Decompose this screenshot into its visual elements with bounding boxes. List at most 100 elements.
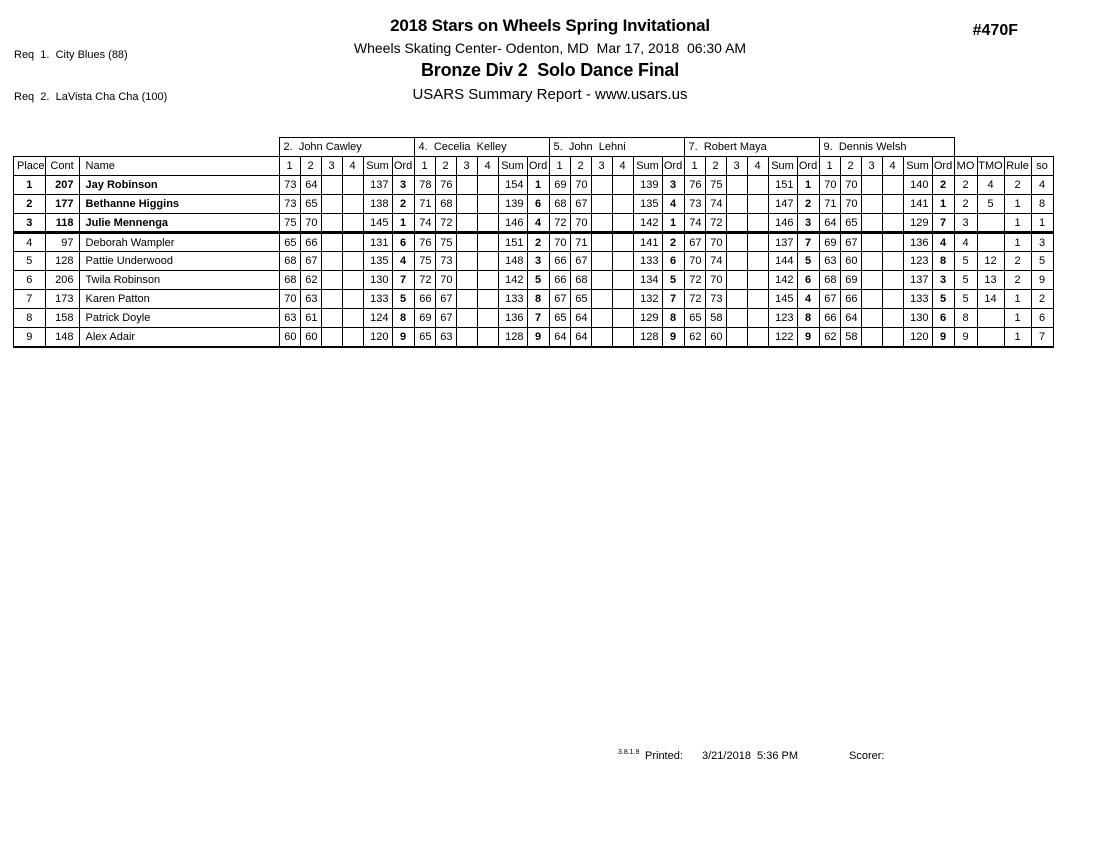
judge3-score-cell xyxy=(611,251,634,271)
judge3-score-cell: 72 xyxy=(548,213,571,234)
judge3-score-cell xyxy=(590,194,613,214)
result-row-place-5: 5 128 Pattie Underwood 68 67 135 4 75 73 148 3 66 67… xyxy=(13,251,1054,271)
judge2-score-cell: 74 xyxy=(413,213,436,234)
col-header-tmo: TMO xyxy=(976,156,1005,176)
judge5-score-cell: 67 xyxy=(839,232,862,252)
judge3-score-cell: 64 xyxy=(569,308,592,328)
col-header-judge3-ord: Ord xyxy=(661,156,685,176)
tmo-cell xyxy=(976,308,1005,328)
judge2-score-cell xyxy=(476,213,499,234)
col-header-judge5-ord: Ord xyxy=(931,156,955,176)
judge2-score-cell xyxy=(455,175,478,195)
judge2-score-cell: 78 xyxy=(413,175,436,195)
judge1-sum-cell: 138 xyxy=(362,194,393,214)
place-cell: 3 xyxy=(13,213,46,234)
judge2-sum-cell: 151 xyxy=(497,232,528,252)
judge1-score-cell xyxy=(341,270,364,290)
col-header-rule: Rule xyxy=(1003,156,1032,176)
tmo-cell: 14 xyxy=(976,289,1005,309)
so-cell: 6 xyxy=(1030,308,1054,328)
judge1-score-cell: 70 xyxy=(299,213,322,234)
judge5-score-cell: 64 xyxy=(818,213,841,234)
judge2-score-cell xyxy=(455,308,478,328)
judge1-ord-cell: 3 xyxy=(391,175,415,195)
judge3-score-cell xyxy=(590,327,613,348)
judge2-score-cell: 76 xyxy=(434,175,457,195)
judge5-ord-cell: 1 xyxy=(931,194,955,214)
judge5-ord-cell: 5 xyxy=(931,289,955,309)
col-header-cont: Cont xyxy=(44,156,80,176)
judge2-score-cell: 65 xyxy=(413,327,436,348)
judges-row: 2. John Cawley 4. Cecelia Kelley 5. John L… xyxy=(14,137,1054,157)
judge1-ord-cell: 7 xyxy=(391,270,415,290)
col-header-judge3-3: 3 xyxy=(590,156,613,176)
mo-cell: 2 xyxy=(953,194,978,214)
col-header-judge3-4: 4 xyxy=(611,156,634,176)
judge2-score-cell xyxy=(455,232,478,252)
judge2-score-cell xyxy=(476,327,499,348)
judge2-sum-cell: 148 xyxy=(497,251,528,271)
judge3-sum-cell: 128 xyxy=(632,327,663,348)
judge5-score-cell xyxy=(881,251,904,271)
so-cell: 5 xyxy=(1030,251,1054,271)
judge2-ord-cell: 8 xyxy=(526,289,550,309)
rule-cell: 2 xyxy=(1003,251,1032,271)
judge1-sum-cell: 130 xyxy=(362,270,393,290)
judge5-score-cell xyxy=(860,175,883,195)
result-row-place-7: 7 173 Karen Patton 70 63 133 5 66 67 133 8 67 65 132 7… xyxy=(13,289,1054,309)
contestant-number-cell: 118 xyxy=(44,213,80,234)
judge3-score-cell xyxy=(611,270,634,290)
report-header: 2018 Stars on Wheels Spring Invitational… xyxy=(0,16,1100,103)
col-header-judge5-1: 1 xyxy=(818,156,841,176)
judge1-sum-cell: 120 xyxy=(362,327,393,348)
judge2-score-cell: 75 xyxy=(434,232,457,252)
judge4-score-cell: 60 xyxy=(704,327,727,348)
judge3-score-cell: 70 xyxy=(569,213,592,234)
place-cell: 7 xyxy=(13,289,46,309)
judge5-score-cell xyxy=(881,270,904,290)
judge4-score-cell xyxy=(725,270,748,290)
judge3-score-cell: 64 xyxy=(569,327,592,348)
col-header-judge2-3: 3 xyxy=(455,156,478,176)
judge1-score-cell xyxy=(341,175,364,195)
req-line-1: Req 1. City Blues (88) xyxy=(14,49,128,61)
col-header-judge3-sum: Sum xyxy=(632,156,663,176)
tmo-cell: 12 xyxy=(976,251,1005,271)
judge5-sum-cell: 140 xyxy=(902,175,933,195)
rule-cell: 2 xyxy=(1003,175,1032,195)
judge4-sum-cell: 151 xyxy=(767,175,798,195)
tmo-cell xyxy=(976,232,1005,252)
judge5-score-cell: 71 xyxy=(818,194,841,214)
judges-row-left-spacer xyxy=(14,138,280,157)
skater-name-cell: Alex Adair xyxy=(78,327,280,348)
so-cell: 2 xyxy=(1030,289,1054,309)
judge2-score-cell: 70 xyxy=(434,270,457,290)
skater-name-cell: Patrick Doyle xyxy=(78,308,280,328)
judge1-sum-cell: 124 xyxy=(362,308,393,328)
judge4-score-cell xyxy=(746,194,769,214)
skater-name-cell: Pattie Underwood xyxy=(78,251,280,271)
skater-name-cell: Karen Patton xyxy=(78,289,280,309)
venue-date-line: Wheels Skating Center- Odenton, MD Mar 1… xyxy=(353,40,747,56)
judge4-ord-cell: 3 xyxy=(796,213,820,234)
judge2-score-cell xyxy=(455,213,478,234)
judge5-sum-cell: 123 xyxy=(902,251,933,271)
judge2-score-cell xyxy=(455,270,478,290)
mo-cell: 4 xyxy=(953,232,978,252)
judge1-score-cell xyxy=(320,194,343,214)
judge1-score-cell: 75 xyxy=(278,213,301,234)
judge1-score-cell: 68 xyxy=(278,270,301,290)
judge3-ord-cell: 8 xyxy=(661,308,685,328)
col-header-judge1-ord: Ord xyxy=(391,156,415,176)
result-row-place-9: 9 148 Alex Adair 60 60 120 9 65 63 128 9 64 64 128 9 62… xyxy=(13,327,1054,348)
place-cell: 8 xyxy=(13,308,46,328)
judge5-score-cell xyxy=(881,213,904,234)
judge3-score-cell: 67 xyxy=(569,194,592,214)
judge4-ord-cell: 2 xyxy=(796,194,820,214)
judge1-score-cell xyxy=(320,289,343,309)
col-header-name: Name xyxy=(78,156,280,176)
judge-name-2: 4. Cecelia Kelley xyxy=(413,137,550,157)
judge5-score-cell: 69 xyxy=(839,270,862,290)
event-number: #470F xyxy=(972,22,1018,39)
